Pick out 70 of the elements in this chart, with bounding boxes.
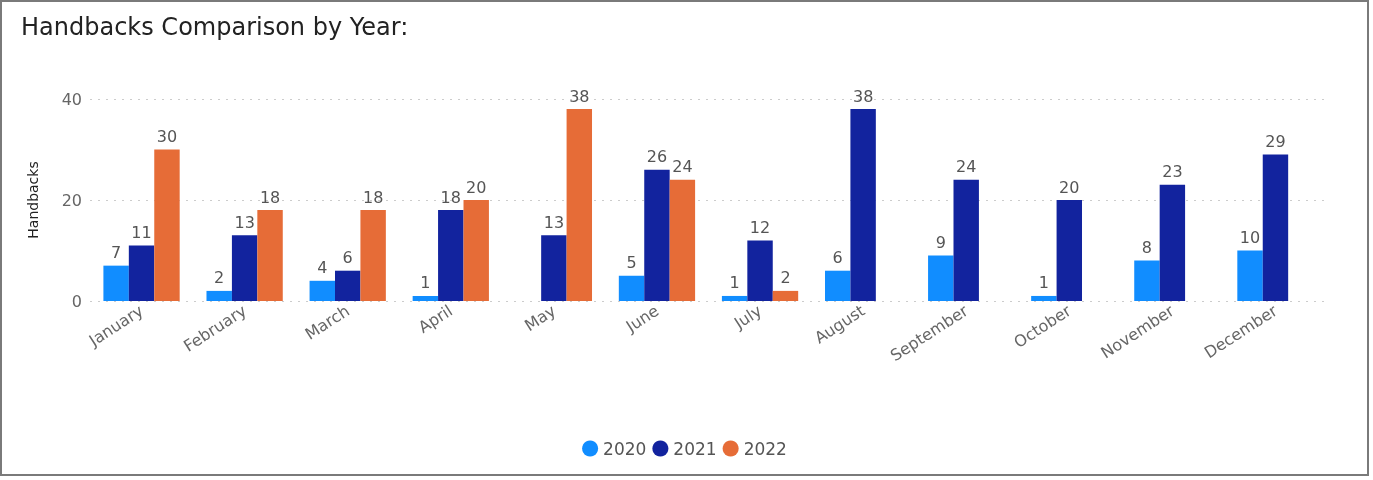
data-label: 8 xyxy=(1141,238,1153,258)
data-label: 5 xyxy=(626,253,637,273)
data-label: 18 xyxy=(259,187,281,207)
bar xyxy=(1056,200,1083,301)
bar xyxy=(360,210,386,301)
data-label: 24 xyxy=(672,157,693,177)
bar xyxy=(1262,154,1289,301)
bar xyxy=(541,235,567,301)
data-label: 29 xyxy=(1265,132,1286,152)
data-label: 23 xyxy=(1162,162,1183,182)
bar xyxy=(1031,295,1057,301)
data-label: 6 xyxy=(342,248,353,268)
bar xyxy=(1237,250,1263,301)
bar xyxy=(850,109,876,301)
data-label: 18 xyxy=(440,187,461,207)
bar xyxy=(618,275,645,301)
bar xyxy=(334,270,361,301)
data-label: 9 xyxy=(935,233,946,253)
bar xyxy=(463,200,489,301)
data-label: 6 xyxy=(832,248,843,268)
x-tick-label: May xyxy=(520,301,560,335)
bar xyxy=(953,179,979,301)
data-label: 20 xyxy=(1059,177,1080,197)
bar xyxy=(747,240,773,301)
bar xyxy=(231,235,258,301)
bar xyxy=(1159,184,1186,301)
data-label: 18 xyxy=(362,187,384,207)
bar xyxy=(412,295,439,301)
data-label: 7 xyxy=(111,243,122,263)
bar xyxy=(438,210,464,301)
bar xyxy=(206,290,232,301)
data-label: 26 xyxy=(646,147,668,167)
data-label: 2 xyxy=(214,268,225,288)
y-tick-label: 20 xyxy=(61,190,82,210)
bar xyxy=(928,255,954,301)
data-label: 1 xyxy=(729,273,740,293)
y-tick-label: 40 xyxy=(61,89,82,109)
data-label: 13 xyxy=(543,212,565,232)
bar xyxy=(154,149,180,301)
bar xyxy=(1134,260,1160,301)
bar xyxy=(128,245,155,301)
bar xyxy=(721,295,748,301)
data-label: 10 xyxy=(1239,228,1261,247)
data-label: 1 xyxy=(420,273,431,293)
data-label: 38 xyxy=(852,86,874,106)
y-axis-title: Handbacks xyxy=(25,161,41,239)
data-label: 2 xyxy=(780,268,791,288)
data-label: 4 xyxy=(317,258,328,278)
data-label: 20 xyxy=(466,177,487,197)
bar xyxy=(103,265,129,301)
legend-label: 2022 xyxy=(743,438,787,459)
y-tick-label: 0 xyxy=(71,291,82,311)
chart-title: Handbacks Comparison by Year: xyxy=(21,13,409,41)
bar xyxy=(772,290,799,301)
data-label: 24 xyxy=(956,157,977,177)
data-label: 1 xyxy=(1038,273,1049,293)
bar xyxy=(257,210,283,301)
bar xyxy=(644,169,670,301)
bar xyxy=(566,109,593,301)
data-label: 13 xyxy=(234,212,255,232)
data-label: 12 xyxy=(749,217,771,237)
bar xyxy=(309,280,335,301)
bar xyxy=(669,179,696,301)
bar xyxy=(824,270,851,301)
legend-label: 2020 xyxy=(603,438,647,459)
data-label: 38 xyxy=(569,86,590,106)
x-tick-label: July xyxy=(729,301,766,334)
data-label: 30 xyxy=(156,127,178,146)
legend-label: 2021 xyxy=(673,438,717,459)
data-label: 11 xyxy=(131,222,152,242)
